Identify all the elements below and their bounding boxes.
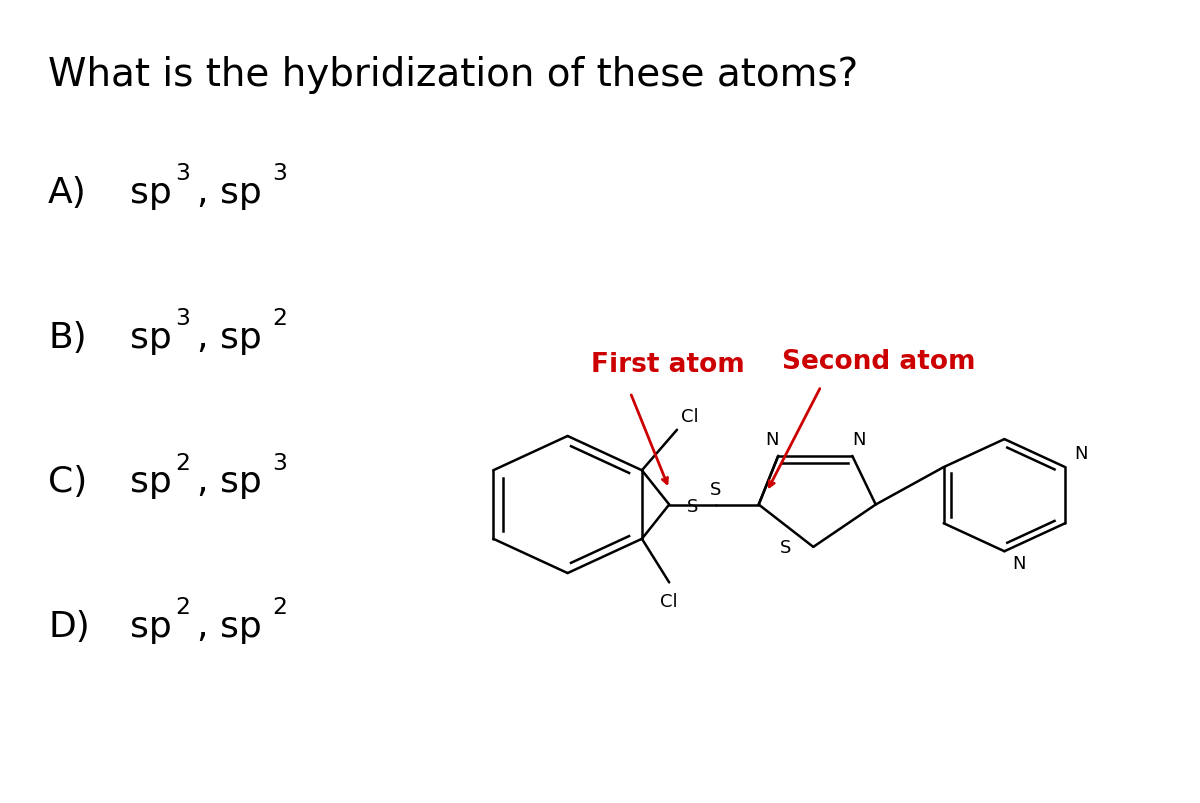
Text: sp: sp: [130, 320, 172, 354]
Text: S: S: [710, 481, 721, 499]
Text: S: S: [688, 497, 698, 515]
Text: B): B): [48, 320, 86, 354]
Text: 3: 3: [175, 307, 190, 329]
Text: N: N: [1074, 445, 1088, 463]
Text: 2: 2: [272, 307, 288, 329]
Text: Second atom: Second atom: [782, 349, 976, 374]
Text: S: S: [780, 538, 792, 556]
Text: N: N: [852, 431, 865, 449]
Text: First atom: First atom: [592, 352, 745, 377]
Text: sp: sp: [130, 465, 172, 499]
Text: , sp: , sp: [197, 609, 262, 643]
Text: 3: 3: [272, 162, 287, 185]
Text: 2: 2: [175, 451, 191, 474]
Text: sp: sp: [130, 176, 172, 210]
Text: C): C): [48, 465, 88, 499]
Text: D): D): [48, 609, 90, 643]
Text: 3: 3: [272, 451, 287, 474]
Text: A): A): [48, 176, 86, 210]
Text: , sp: , sp: [197, 176, 262, 210]
Text: N: N: [1013, 555, 1026, 573]
Text: Cl: Cl: [660, 592, 678, 610]
Text: Cl: Cl: [680, 407, 698, 426]
Text: N: N: [766, 431, 779, 449]
Text: sp: sp: [130, 609, 172, 643]
Text: 3: 3: [175, 162, 190, 185]
Text: 2: 2: [175, 596, 191, 618]
Text: What is the hybridization of these atoms?: What is the hybridization of these atoms…: [48, 56, 858, 94]
Text: , sp: , sp: [197, 465, 262, 499]
Text: , sp: , sp: [197, 320, 262, 354]
Text: 2: 2: [272, 596, 288, 618]
